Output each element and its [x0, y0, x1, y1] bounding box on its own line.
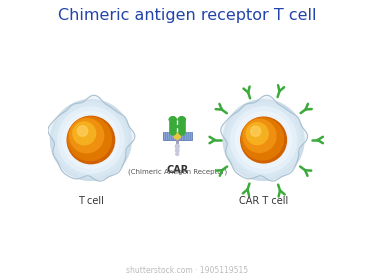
Circle shape	[62, 112, 119, 168]
Circle shape	[223, 100, 304, 180]
Circle shape	[69, 118, 113, 162]
Circle shape	[242, 118, 283, 160]
Text: (Chimeric Antigen Receptor): (Chimeric Antigen Receptor)	[128, 169, 227, 175]
Text: Chimeric antigen receptor T cell: Chimeric antigen receptor T cell	[58, 8, 316, 23]
Bar	[163, 132, 192, 140]
Circle shape	[175, 144, 180, 149]
Polygon shape	[48, 95, 135, 181]
Circle shape	[68, 117, 111, 161]
Circle shape	[246, 123, 256, 133]
Circle shape	[74, 123, 84, 133]
Circle shape	[73, 122, 96, 145]
Ellipse shape	[71, 122, 91, 132]
Circle shape	[241, 117, 286, 163]
Circle shape	[77, 126, 88, 136]
Circle shape	[54, 103, 128, 177]
Text: CAR: CAR	[166, 165, 188, 175]
Circle shape	[70, 119, 104, 153]
Circle shape	[175, 148, 179, 152]
Text: shutterstock.com · 1905119515: shutterstock.com · 1905119515	[126, 266, 248, 275]
Text: T cell: T cell	[78, 196, 104, 206]
Circle shape	[230, 107, 297, 173]
Ellipse shape	[243, 122, 264, 132]
Circle shape	[175, 152, 179, 156]
Text: CAR T cell: CAR T cell	[239, 196, 288, 206]
Circle shape	[241, 118, 286, 162]
Circle shape	[243, 120, 276, 152]
Circle shape	[174, 132, 181, 139]
Circle shape	[235, 112, 292, 168]
Polygon shape	[221, 95, 307, 181]
Circle shape	[246, 123, 268, 144]
Circle shape	[50, 100, 131, 180]
Circle shape	[58, 107, 124, 173]
Circle shape	[226, 103, 301, 177]
Circle shape	[67, 116, 114, 164]
Circle shape	[251, 126, 261, 136]
